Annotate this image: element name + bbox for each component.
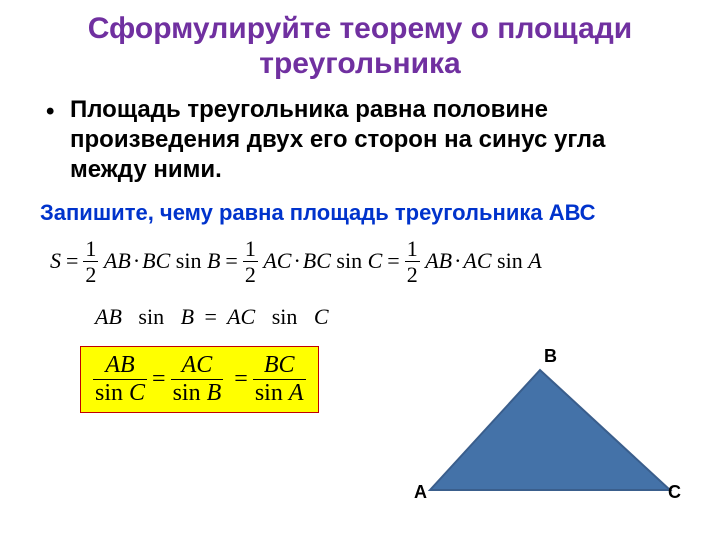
sym-S: S [50,248,61,274]
half-3-num: 1 [405,237,420,261]
box-f3-ang: A [289,380,304,406]
triangle-shape [430,370,670,490]
f2-lhs-sin: sin [138,304,164,329]
box-f1-den: sin C [93,379,147,406]
f2-lhs-a: AB [95,304,122,329]
box-f3-den: sin A [253,379,306,406]
eq3: = [382,248,404,274]
eq2: = [220,248,242,274]
vertex-label-C: C [668,482,681,503]
t1-b: BC [142,248,170,274]
box-f2-sin: sin [173,380,201,406]
half-2: 1 2 [243,237,258,286]
box-eq1: = [147,366,171,393]
triangle-diagram: A B C [410,350,690,510]
half-2-num: 1 [243,237,258,261]
area-formula: S = 1 2 AB · BC sin B = 1 2 AC · BC sin … [50,237,680,286]
t1-a: AB [104,248,131,274]
dot3: · [452,248,463,274]
box-f2-ang: B [207,380,222,406]
f2-lhs-ang: B [181,304,194,329]
t2-b: BC [303,248,331,274]
box-f3-sin: sin [255,380,283,406]
theorem-text-block: • Площадь треугольника равна половине пр… [40,95,680,185]
half-1-den: 2 [83,261,98,286]
slide-title: Сформулируйте теорему о площади треуголь… [40,12,680,81]
dot1: · [131,248,142,274]
t3-ang: A [528,248,541,274]
subheading: Запишите, чему равна площадь треугольник… [40,199,680,227]
f2-eq: = [200,304,222,329]
box-f1-ang: C [129,380,145,406]
half-2-den: 2 [243,261,258,286]
box-frac-2: AC sin B [171,353,224,406]
f2-rhs-sin: sin [272,304,298,329]
box-f1-num: AB [103,353,136,379]
f2-rhs-ang: C [314,304,329,329]
t3-a: AB [425,248,452,274]
t2-a: AC [263,248,291,274]
t2-sin: sin [336,248,362,274]
t2-ang: C [368,248,383,274]
half-1-num: 1 [83,237,98,261]
box-frac-3: BC sin A [253,353,306,406]
half-1: 1 2 [83,237,98,286]
box-f2-den: sin B [171,379,224,406]
theorem-text: Площадь треугольника равна половине прои… [70,96,605,183]
vertex-label-A: A [414,482,427,503]
half-3-den: 2 [405,261,420,286]
t1-ang: B [207,248,220,274]
t1-sin: sin [176,248,202,274]
dot2: · [291,248,302,274]
intermediate-formula: AB sin B = AC sin C [95,304,680,330]
box-f3-num: BC [262,353,297,379]
box-frac-1: AB sin C [93,353,147,406]
triangle-svg [410,350,690,510]
box-f1-sin: sin [95,380,123,406]
f2-rhs-a: AC [227,304,255,329]
t3-sin: sin [497,248,523,274]
law-of-sines-box: AB sin C = AC sin B = BC sin A [80,346,319,413]
box-eq2: = [223,366,253,393]
bullet: • [46,97,54,127]
half-3: 1 2 [405,237,420,286]
eq1: = [61,248,83,274]
vertex-label-B: B [544,346,557,367]
t3-b: AC [463,248,491,274]
box-f2-num: AC [180,353,215,379]
